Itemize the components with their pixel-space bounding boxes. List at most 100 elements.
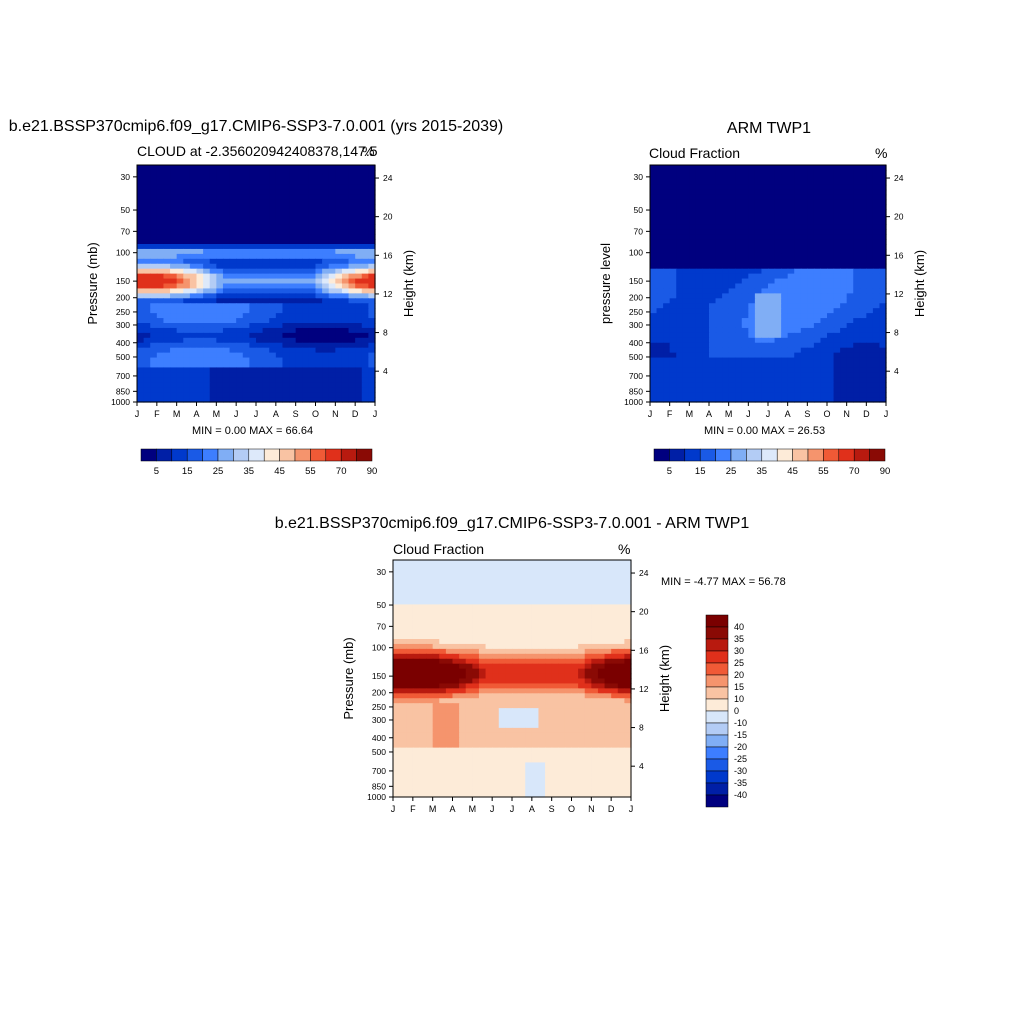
heatmap-cell xyxy=(289,377,297,383)
heatmap-cell xyxy=(289,313,297,319)
heatmap-cell xyxy=(695,248,704,255)
heatmap-cell xyxy=(695,318,704,324)
heatmap-cell xyxy=(656,342,664,349)
heatmap-cell xyxy=(611,673,619,680)
heatmap-cell xyxy=(617,727,625,734)
heatmap-cell xyxy=(879,372,887,378)
heatmap-cell xyxy=(695,337,704,344)
y-axis-right-label: Height (km) xyxy=(912,250,927,317)
heatmap-cell xyxy=(663,199,671,206)
heatmap-cell xyxy=(249,327,257,334)
heatmap-cell xyxy=(203,174,211,181)
heatmap-cell xyxy=(445,653,454,660)
heatmap-cell xyxy=(368,239,376,245)
heatmap-cell xyxy=(735,204,743,211)
heatmap-cell xyxy=(591,683,599,689)
colorbar-label: 5 xyxy=(667,466,672,477)
heatmap-cell xyxy=(269,278,277,285)
heatmap-cell xyxy=(676,248,684,255)
heatmap-cell xyxy=(545,634,553,640)
heatmap-cell xyxy=(512,574,520,581)
heatmap-cell xyxy=(485,673,493,680)
heatmap-cell xyxy=(361,214,369,220)
heatmap-cell xyxy=(163,382,171,388)
heatmap-cell xyxy=(840,184,848,191)
heatmap-cell xyxy=(578,574,586,581)
heatmap-cell xyxy=(571,727,579,734)
heatmap-cell xyxy=(682,318,690,324)
heatmap-cell xyxy=(866,392,874,398)
heatmap-cell xyxy=(840,392,848,398)
heatmap-cell xyxy=(137,189,145,196)
heatmap-cell xyxy=(426,643,434,650)
heatmap-cell xyxy=(222,392,231,398)
heatmap-cell xyxy=(787,253,795,260)
heatmap-cell xyxy=(341,199,350,206)
heatmap-cell xyxy=(355,204,363,211)
heatmap-cell xyxy=(551,718,559,724)
heatmap-cell xyxy=(465,708,473,714)
heatmap-cell xyxy=(315,244,323,250)
heatmap-cell xyxy=(650,189,658,196)
heatmap-cell xyxy=(611,708,619,714)
heatmap-cell xyxy=(722,248,730,255)
y-tick-label: 300 xyxy=(629,320,643,330)
heatmap-cell xyxy=(308,382,317,388)
heatmap-cell xyxy=(578,727,586,734)
heatmap-cell xyxy=(262,248,270,255)
heatmap-cell xyxy=(368,263,376,270)
heatmap-cell xyxy=(768,263,776,270)
heatmap-cell xyxy=(439,668,447,675)
heatmap-cell xyxy=(578,708,586,714)
heatmap-cell xyxy=(571,589,579,596)
heatmap-cell xyxy=(412,703,421,709)
heatmap-cell xyxy=(781,244,789,250)
heatmap-cell xyxy=(209,179,217,186)
heatmap-cell xyxy=(203,367,211,373)
heatmap-cell xyxy=(728,214,736,220)
heatmap-cell xyxy=(150,298,158,304)
heatmap-cell xyxy=(176,362,184,369)
heatmap-cell xyxy=(709,184,717,191)
heatmap-cell xyxy=(242,278,250,285)
heatmap-cell xyxy=(361,165,369,171)
heatmap-cell xyxy=(439,619,447,625)
heatmap-cell xyxy=(203,234,211,240)
heatmap-cell xyxy=(348,273,356,280)
heatmap-cell xyxy=(335,327,343,334)
heatmap-cell xyxy=(183,273,191,280)
heatmap-cell xyxy=(368,174,376,181)
heatmap-cell xyxy=(459,634,467,640)
heatmap-cell xyxy=(558,722,566,729)
heatmap-cell xyxy=(781,174,789,181)
heatmap-cell xyxy=(518,579,526,586)
heatmap-cell xyxy=(322,199,330,206)
heatmap-cell xyxy=(156,382,165,388)
heatmap-cell xyxy=(800,283,808,290)
heatmap-cell xyxy=(748,224,756,230)
heatmap-cell xyxy=(361,224,369,230)
heatmap-cell xyxy=(242,184,250,191)
heatmap-cell xyxy=(229,174,237,181)
y-tick-label: 400 xyxy=(116,338,130,348)
heatmap-cell xyxy=(289,194,297,201)
heatmap-cell xyxy=(604,589,612,596)
heatmap-cell xyxy=(262,219,270,225)
heatmap-cell xyxy=(275,239,284,245)
heatmap-cell xyxy=(472,584,480,591)
heatmap-cell xyxy=(452,688,460,694)
heatmap-cell xyxy=(800,273,808,280)
heatmap-cell xyxy=(183,377,191,383)
heatmap-cell xyxy=(150,174,158,181)
heatmap-cell xyxy=(774,194,782,201)
heatmap-cell xyxy=(754,362,763,369)
heatmap-cell xyxy=(794,352,802,359)
heatmap-cell xyxy=(518,634,526,640)
heatmap-cell xyxy=(840,372,848,378)
heatmap-cell xyxy=(216,323,224,329)
y-tick-label: 100 xyxy=(116,248,130,258)
heatmap-cell xyxy=(859,209,867,215)
heatmap-cell xyxy=(341,219,350,225)
heatmap-cell xyxy=(866,387,874,393)
heatmap-cell xyxy=(564,643,573,650)
